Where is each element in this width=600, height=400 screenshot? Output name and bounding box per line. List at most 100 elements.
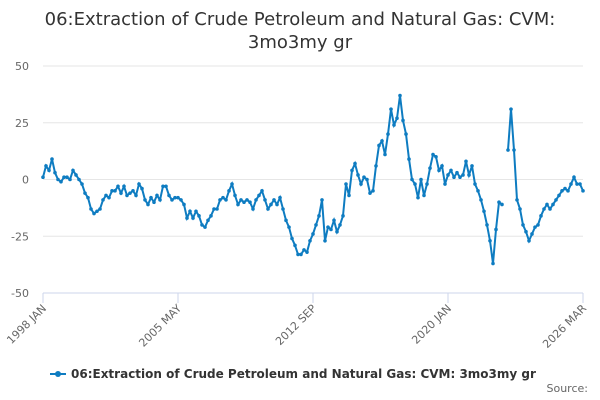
data-point xyxy=(539,214,543,218)
data-point xyxy=(68,177,72,182)
data-point xyxy=(395,116,399,121)
data-point xyxy=(233,193,237,198)
data-point xyxy=(215,207,219,211)
data-point xyxy=(350,168,354,173)
data-point xyxy=(47,168,51,173)
data-point xyxy=(581,189,585,193)
data-point xyxy=(434,155,438,159)
x-tick-label: 2026 MAR xyxy=(540,302,589,351)
data-point xyxy=(107,195,111,200)
data-point xyxy=(470,164,474,168)
y-tick-label: 0 xyxy=(22,174,29,187)
data-point xyxy=(50,157,54,161)
data-point xyxy=(89,207,93,211)
data-point xyxy=(410,177,414,182)
data-point xyxy=(110,189,114,193)
data-point xyxy=(389,107,393,111)
data-point xyxy=(374,164,378,168)
data-point xyxy=(260,189,264,193)
data-point xyxy=(56,177,60,182)
data-point xyxy=(170,198,174,202)
data-point xyxy=(476,189,480,193)
data-point xyxy=(323,238,327,243)
data-point xyxy=(479,198,483,202)
data-point xyxy=(419,177,423,182)
data-point xyxy=(401,118,405,123)
data-point xyxy=(485,223,489,227)
x-tick-label: 2012 SEP xyxy=(273,302,319,348)
data-point xyxy=(566,189,570,193)
data-point xyxy=(203,225,207,229)
data-point xyxy=(575,182,579,186)
data-point xyxy=(146,202,150,207)
data-point xyxy=(269,202,273,207)
data-point xyxy=(542,207,546,211)
data-point xyxy=(191,216,195,220)
data-point xyxy=(182,202,186,207)
data-point xyxy=(422,193,426,198)
data-point xyxy=(41,175,45,180)
data-point xyxy=(359,182,363,186)
data-point xyxy=(548,207,552,211)
data-point xyxy=(86,195,90,200)
data-point xyxy=(332,218,336,223)
data-point xyxy=(53,170,57,175)
data-point xyxy=(281,207,285,211)
data-point xyxy=(341,214,345,218)
data-point xyxy=(452,175,456,180)
data-point xyxy=(206,218,210,223)
data-point xyxy=(563,186,567,191)
data-point xyxy=(494,227,498,232)
data-point xyxy=(353,161,357,166)
data-point xyxy=(167,193,171,198)
data-point xyxy=(497,200,501,204)
data-point xyxy=(368,191,372,195)
data-point xyxy=(119,191,123,195)
y-tick-label: -25 xyxy=(11,230,29,243)
data-point xyxy=(512,148,516,152)
y-tick-label: 25 xyxy=(15,117,29,130)
data-point xyxy=(431,152,435,157)
data-point xyxy=(314,223,318,227)
data-point xyxy=(140,186,144,191)
data-point xyxy=(488,238,492,243)
data-point xyxy=(455,170,459,175)
data-point xyxy=(440,164,444,168)
data-point xyxy=(242,200,246,204)
data-point xyxy=(527,238,531,243)
data-point xyxy=(62,175,66,180)
data-point xyxy=(338,223,342,227)
data-point xyxy=(308,238,312,243)
y-tick-label: 50 xyxy=(15,60,29,73)
data-point xyxy=(383,152,387,157)
data-point xyxy=(569,182,573,186)
data-point xyxy=(152,200,156,204)
data-point xyxy=(284,218,288,223)
y-tick-label: -50 xyxy=(11,287,29,300)
data-point xyxy=(254,198,258,202)
data-point xyxy=(335,229,339,234)
data-point xyxy=(116,184,120,189)
data-point xyxy=(74,173,78,177)
data-point xyxy=(524,229,528,234)
data-point xyxy=(320,198,324,202)
data-point xyxy=(176,195,180,200)
data-point xyxy=(398,93,402,98)
source: Source: xyxy=(547,382,589,395)
data-point xyxy=(200,223,204,227)
data-point xyxy=(263,198,267,202)
data-point xyxy=(77,177,81,182)
data-point xyxy=(296,252,300,257)
data-point xyxy=(392,123,396,127)
data-point xyxy=(326,225,330,229)
data-point xyxy=(506,148,510,152)
data-point xyxy=(71,168,75,173)
data-point xyxy=(125,193,129,198)
data-point xyxy=(443,182,447,186)
data-point xyxy=(521,223,525,227)
data-point xyxy=(311,232,315,236)
data-point xyxy=(83,191,87,195)
data-point xyxy=(221,195,225,200)
data-point xyxy=(278,195,282,200)
